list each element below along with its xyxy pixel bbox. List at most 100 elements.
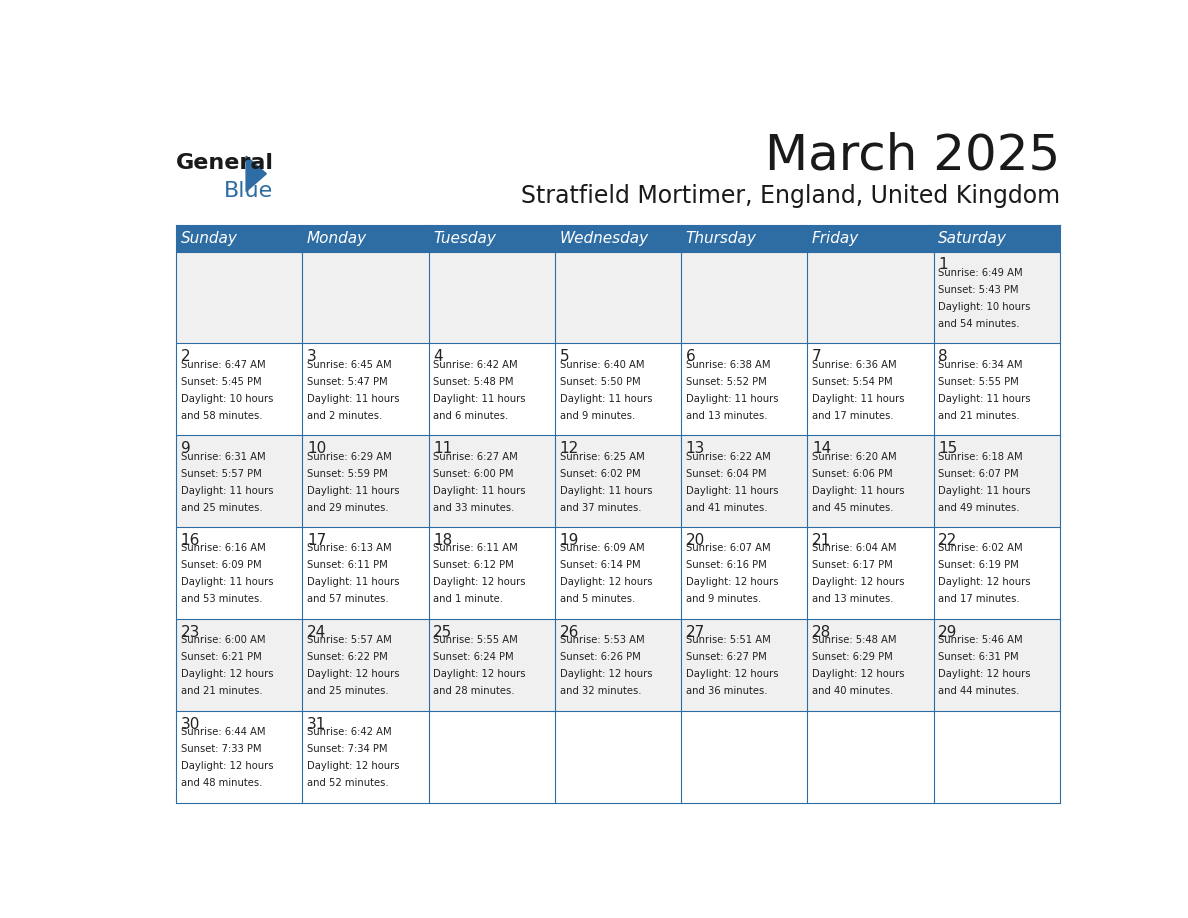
Text: Daylight: 12 hours: Daylight: 12 hours bbox=[813, 577, 904, 588]
Text: Daylight: 12 hours: Daylight: 12 hours bbox=[434, 669, 526, 679]
Text: 15: 15 bbox=[939, 441, 958, 456]
Text: Daylight: 11 hours: Daylight: 11 hours bbox=[939, 394, 1031, 404]
Text: Daylight: 11 hours: Daylight: 11 hours bbox=[560, 394, 652, 404]
Text: Sunset: 6:21 PM: Sunset: 6:21 PM bbox=[181, 653, 261, 663]
Text: Daylight: 11 hours: Daylight: 11 hours bbox=[181, 486, 273, 496]
Text: 5: 5 bbox=[560, 349, 569, 364]
FancyBboxPatch shape bbox=[555, 619, 681, 711]
Text: and 21 minutes.: and 21 minutes. bbox=[181, 687, 263, 697]
Text: Sunrise: 6:20 AM: Sunrise: 6:20 AM bbox=[813, 452, 897, 462]
Text: and 48 minutes.: and 48 minutes. bbox=[181, 778, 263, 789]
Text: and 25 minutes.: and 25 minutes. bbox=[181, 502, 263, 512]
Text: Stratfield Mortimer, England, United Kingdom: Stratfield Mortimer, England, United Kin… bbox=[520, 185, 1060, 208]
Text: Sunrise: 6:42 AM: Sunrise: 6:42 AM bbox=[434, 360, 518, 370]
FancyBboxPatch shape bbox=[429, 252, 555, 343]
Text: Sunrise: 6:04 AM: Sunrise: 6:04 AM bbox=[813, 543, 897, 554]
FancyBboxPatch shape bbox=[681, 711, 808, 803]
Text: and 54 minutes.: and 54 minutes. bbox=[939, 319, 1019, 329]
Text: Sunset: 7:34 PM: Sunset: 7:34 PM bbox=[307, 744, 387, 755]
FancyBboxPatch shape bbox=[808, 527, 934, 619]
Text: and 25 minutes.: and 25 minutes. bbox=[307, 687, 388, 697]
FancyBboxPatch shape bbox=[303, 711, 429, 803]
Text: 16: 16 bbox=[181, 532, 200, 548]
Text: Sunset: 5:43 PM: Sunset: 5:43 PM bbox=[939, 285, 1019, 295]
Text: Sunrise: 5:55 AM: Sunrise: 5:55 AM bbox=[434, 635, 518, 645]
FancyBboxPatch shape bbox=[555, 225, 681, 252]
Text: Sunrise: 6:25 AM: Sunrise: 6:25 AM bbox=[560, 452, 644, 462]
Text: Sunrise: 6:34 AM: Sunrise: 6:34 AM bbox=[939, 360, 1023, 370]
Text: Sunrise: 6:18 AM: Sunrise: 6:18 AM bbox=[939, 452, 1023, 462]
Text: Sunset: 7:33 PM: Sunset: 7:33 PM bbox=[181, 744, 261, 755]
Text: 21: 21 bbox=[813, 532, 832, 548]
Text: Daylight: 12 hours: Daylight: 12 hours bbox=[307, 761, 399, 771]
Text: and 13 minutes.: and 13 minutes. bbox=[813, 595, 893, 604]
FancyBboxPatch shape bbox=[429, 343, 555, 435]
Text: Sunrise: 6:29 AM: Sunrise: 6:29 AM bbox=[307, 452, 392, 462]
FancyBboxPatch shape bbox=[176, 711, 303, 803]
FancyBboxPatch shape bbox=[808, 343, 934, 435]
Text: 3: 3 bbox=[307, 349, 317, 364]
Text: and 9 minutes.: and 9 minutes. bbox=[560, 410, 634, 420]
FancyBboxPatch shape bbox=[303, 225, 429, 252]
Text: Daylight: 11 hours: Daylight: 11 hours bbox=[560, 486, 652, 496]
Text: and 53 minutes.: and 53 minutes. bbox=[181, 595, 263, 604]
Text: Daylight: 12 hours: Daylight: 12 hours bbox=[434, 577, 526, 588]
Text: 12: 12 bbox=[560, 441, 579, 456]
FancyBboxPatch shape bbox=[681, 252, 808, 343]
Text: 28: 28 bbox=[813, 625, 832, 640]
Text: 31: 31 bbox=[307, 717, 327, 732]
Text: 18: 18 bbox=[434, 532, 453, 548]
Text: Sunrise: 6:47 AM: Sunrise: 6:47 AM bbox=[181, 360, 265, 370]
Text: Sunset: 6:27 PM: Sunset: 6:27 PM bbox=[685, 653, 766, 663]
Text: and 1 minute.: and 1 minute. bbox=[434, 595, 504, 604]
Text: Daylight: 11 hours: Daylight: 11 hours bbox=[813, 486, 904, 496]
Text: Sunrise: 6:27 AM: Sunrise: 6:27 AM bbox=[434, 452, 518, 462]
FancyBboxPatch shape bbox=[176, 435, 303, 527]
Text: Sunrise: 6:11 AM: Sunrise: 6:11 AM bbox=[434, 543, 518, 554]
Text: Sunset: 6:24 PM: Sunset: 6:24 PM bbox=[434, 653, 514, 663]
Text: 13: 13 bbox=[685, 441, 706, 456]
Text: Sunset: 5:55 PM: Sunset: 5:55 PM bbox=[939, 376, 1019, 386]
FancyBboxPatch shape bbox=[429, 225, 555, 252]
Text: Daylight: 11 hours: Daylight: 11 hours bbox=[434, 394, 526, 404]
Text: 7: 7 bbox=[813, 349, 822, 364]
Text: and 40 minutes.: and 40 minutes. bbox=[813, 687, 893, 697]
Text: 26: 26 bbox=[560, 625, 579, 640]
FancyBboxPatch shape bbox=[176, 619, 303, 711]
Text: Sunset: 6:17 PM: Sunset: 6:17 PM bbox=[813, 561, 893, 570]
Text: and 33 minutes.: and 33 minutes. bbox=[434, 502, 514, 512]
Text: Wednesday: Wednesday bbox=[560, 230, 649, 246]
Text: Sunset: 5:45 PM: Sunset: 5:45 PM bbox=[181, 376, 261, 386]
Text: Sunrise: 6:44 AM: Sunrise: 6:44 AM bbox=[181, 727, 265, 737]
Text: Daylight: 12 hours: Daylight: 12 hours bbox=[560, 669, 652, 679]
FancyBboxPatch shape bbox=[808, 711, 934, 803]
Text: 23: 23 bbox=[181, 625, 200, 640]
Text: and 28 minutes.: and 28 minutes. bbox=[434, 687, 514, 697]
Polygon shape bbox=[246, 156, 266, 192]
Text: Daylight: 12 hours: Daylight: 12 hours bbox=[685, 669, 778, 679]
Text: Sunrise: 5:57 AM: Sunrise: 5:57 AM bbox=[307, 635, 392, 645]
Text: 27: 27 bbox=[685, 625, 704, 640]
FancyBboxPatch shape bbox=[681, 619, 808, 711]
Text: Sunrise: 5:51 AM: Sunrise: 5:51 AM bbox=[685, 635, 771, 645]
Text: and 13 minutes.: and 13 minutes. bbox=[685, 410, 767, 420]
Text: Thursday: Thursday bbox=[685, 230, 757, 246]
Text: 4: 4 bbox=[434, 349, 443, 364]
FancyBboxPatch shape bbox=[303, 435, 429, 527]
Text: Sunset: 5:48 PM: Sunset: 5:48 PM bbox=[434, 376, 513, 386]
Text: 2: 2 bbox=[181, 349, 190, 364]
Text: and 29 minutes.: and 29 minutes. bbox=[307, 502, 388, 512]
Text: Blue: Blue bbox=[225, 181, 273, 201]
FancyBboxPatch shape bbox=[429, 711, 555, 803]
Text: and 45 minutes.: and 45 minutes. bbox=[813, 502, 893, 512]
Text: Tuesday: Tuesday bbox=[434, 230, 497, 246]
Text: and 37 minutes.: and 37 minutes. bbox=[560, 502, 642, 512]
Text: Sunset: 6:29 PM: Sunset: 6:29 PM bbox=[813, 653, 893, 663]
FancyBboxPatch shape bbox=[555, 527, 681, 619]
FancyBboxPatch shape bbox=[934, 619, 1060, 711]
FancyBboxPatch shape bbox=[429, 435, 555, 527]
FancyBboxPatch shape bbox=[934, 527, 1060, 619]
Text: Daylight: 12 hours: Daylight: 12 hours bbox=[560, 577, 652, 588]
FancyBboxPatch shape bbox=[681, 225, 808, 252]
Text: Daylight: 11 hours: Daylight: 11 hours bbox=[307, 577, 399, 588]
